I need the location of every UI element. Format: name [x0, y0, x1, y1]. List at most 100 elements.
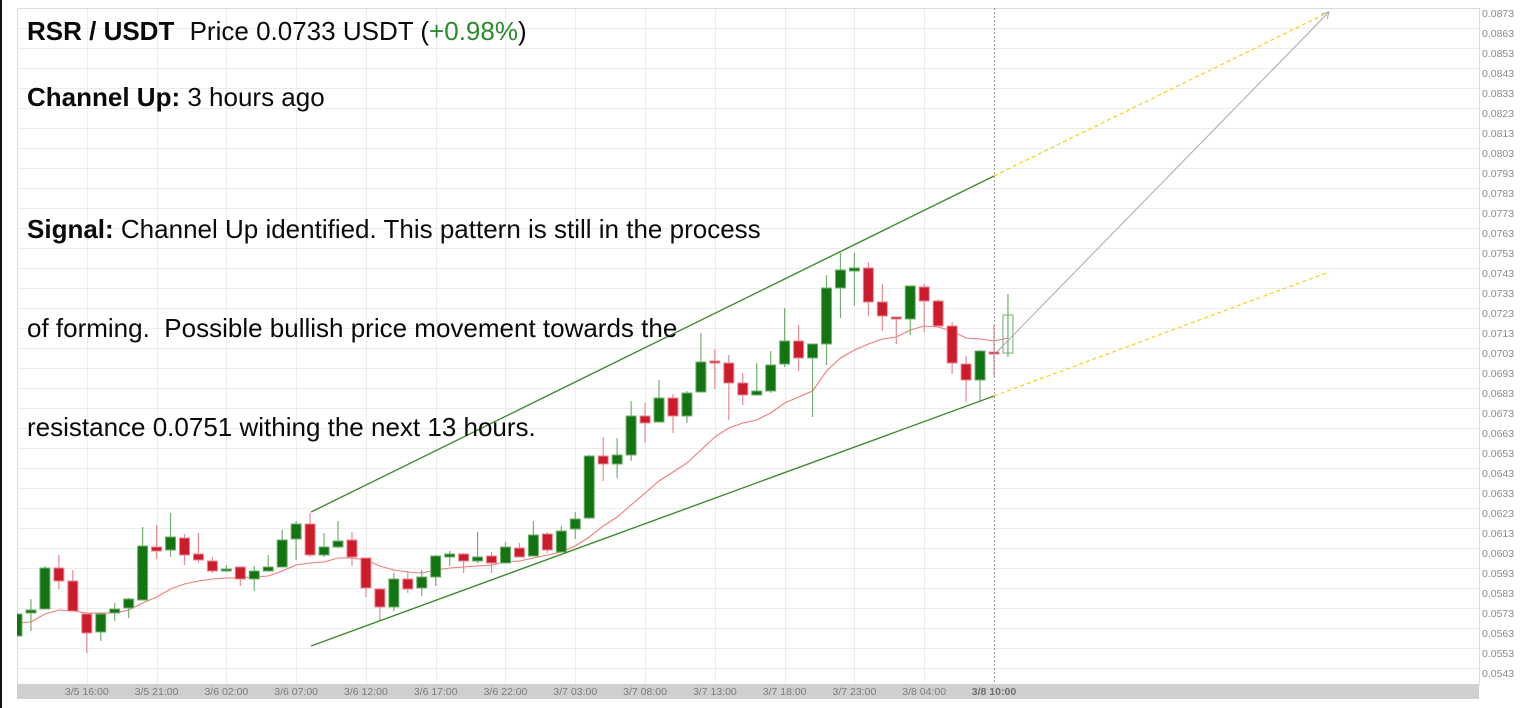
- candle-body: [862, 267, 874, 303]
- y-axis-tick-label: 0.0613: [1482, 528, 1514, 540]
- candle-body: [751, 390, 763, 396]
- y-axis-tick-label: 0.0873: [1482, 8, 1514, 20]
- candle-bullish: [430, 555, 442, 586]
- y-axis-tick-label: 0.0693: [1482, 368, 1514, 380]
- candle-bullish: [653, 380, 665, 423]
- candle-bullish: [555, 526, 567, 553]
- candle-bullish: [165, 513, 177, 557]
- candle-bullish: [276, 530, 288, 568]
- y-axis-tick-label: 0.0573: [1482, 608, 1514, 620]
- candle-bullish: [821, 275, 833, 365]
- header-line: RSR / USDT Price 0.0733 USDT (+0.98%): [27, 15, 527, 48]
- candle-body: [39, 567, 51, 610]
- candle-bearish: [178, 534, 190, 565]
- candle-body: [918, 286, 930, 302]
- candle-bullish: [834, 253, 846, 318]
- candle-body: [137, 545, 149, 601]
- candle-body: [416, 576, 428, 589]
- x-axis-tick-label: 3/7 08:00: [623, 686, 667, 698]
- y-axis-tick-label: 0.0603: [1482, 548, 1514, 560]
- candle-bullish: [751, 363, 763, 396]
- x-axis-tick-label: 3/5 21:00: [135, 686, 179, 698]
- candle-bullish: [583, 455, 595, 519]
- candle-body: [499, 546, 511, 564]
- x-axis: 3/5 16:00 3/5 21:00 3/6 02:00 3/6 07:00 3/6 …: [17, 684, 1479, 699]
- candle-bearish: [402, 571, 414, 593]
- channel-lower-line: [310, 395, 995, 647]
- y-axis-tick-label: 0.0653: [1482, 448, 1514, 460]
- candle-body: [458, 553, 470, 562]
- y-axis-tick-label: 0.0743: [1482, 268, 1514, 280]
- crosshair-time-label: 3/8 10:00: [972, 686, 1017, 698]
- y-axis-tick-label: 0.0863: [1482, 28, 1514, 40]
- candle-body: [513, 547, 525, 558]
- candle-bullish: [807, 343, 819, 417]
- y-axis-tick-label: 0.0593: [1482, 568, 1514, 580]
- candle-bullish: [848, 253, 860, 306]
- candle-body: [318, 546, 330, 556]
- candle-bullish: [39, 566, 51, 610]
- candle-body: [807, 343, 819, 359]
- projection-upper-line: [993, 11, 1330, 177]
- y-axis-tick-label: 0.0683: [1482, 388, 1514, 400]
- candle-bearish: [639, 403, 651, 443]
- candle-body: [555, 530, 567, 553]
- y-axis-tick-label: 0.0803: [1482, 148, 1514, 160]
- candle-body: [765, 364, 777, 392]
- candle-bullish: [248, 566, 260, 591]
- candle-body: [904, 285, 916, 320]
- candle-body: [681, 392, 693, 417]
- candle-bullish: [569, 512, 581, 539]
- candle-body: [486, 555, 498, 564]
- y-axis-tick-label: 0.0673: [1482, 408, 1514, 420]
- candle-bullish: [318, 533, 330, 557]
- x-axis-tick-label: 3/8 04:00: [902, 686, 946, 698]
- y-axis: 0.0873 0.0863 0.0853 0.0843 0.0833 0.0823 0.08…: [1482, 8, 1514, 680]
- candle-body: [541, 533, 553, 551]
- candle-body: [123, 598, 135, 609]
- candle-body: [527, 534, 539, 557]
- candle-bullish: [472, 532, 484, 563]
- candle-bearish: [723, 355, 735, 420]
- signal-label: Signal:: [27, 214, 114, 244]
- candle-bearish: [304, 513, 316, 557]
- y-axis-tick-label: 0.0703: [1482, 348, 1514, 360]
- candle-body: [1002, 314, 1014, 354]
- channel-upper-line: [310, 175, 995, 513]
- x-axis-bar: [17, 684, 1479, 699]
- candle-bullish: [95, 613, 107, 641]
- candle-bullish: [262, 555, 274, 572]
- x-axis-tick-label: 3/7 18:00: [763, 686, 807, 698]
- y-axis-tick-label: 0.0543: [1482, 668, 1514, 680]
- candle-bullish: [332, 521, 344, 548]
- candle-body: [388, 578, 400, 608]
- candle-bearish: [374, 588, 386, 620]
- candle-body: [444, 553, 456, 558]
- candle-bearish: [946, 322, 958, 374]
- candle-bearish: [513, 543, 525, 558]
- candle-body: [974, 350, 986, 381]
- candle-body: [165, 536, 177, 551]
- signal-text: Channel Up identified. This pattern is s…: [120, 214, 761, 244]
- candle-body: [95, 613, 107, 633]
- candle-bullish: [695, 333, 707, 393]
- pattern-label: Channel Up:: [27, 82, 181, 112]
- candle-bullish: [779, 308, 791, 367]
- y-axis-tick-label: 0.0753: [1482, 248, 1514, 260]
- candle-bearish: [234, 566, 246, 586]
- candle-body: [276, 539, 288, 568]
- candle-bearish: [541, 532, 553, 553]
- candle-body: [374, 588, 386, 608]
- candle-body: [569, 518, 581, 530]
- candle-bearish: [486, 552, 498, 573]
- y-axis-tick-label: 0.0623: [1482, 508, 1514, 520]
- candle-body: [402, 578, 414, 590]
- candle-bearish: [918, 284, 930, 332]
- candle-body: [834, 269, 846, 289]
- candle-body: [53, 567, 65, 582]
- candle-bullish: [416, 570, 428, 596]
- candle-bullish: [220, 565, 232, 572]
- y-axis-tick-label: 0.0723: [1482, 308, 1514, 320]
